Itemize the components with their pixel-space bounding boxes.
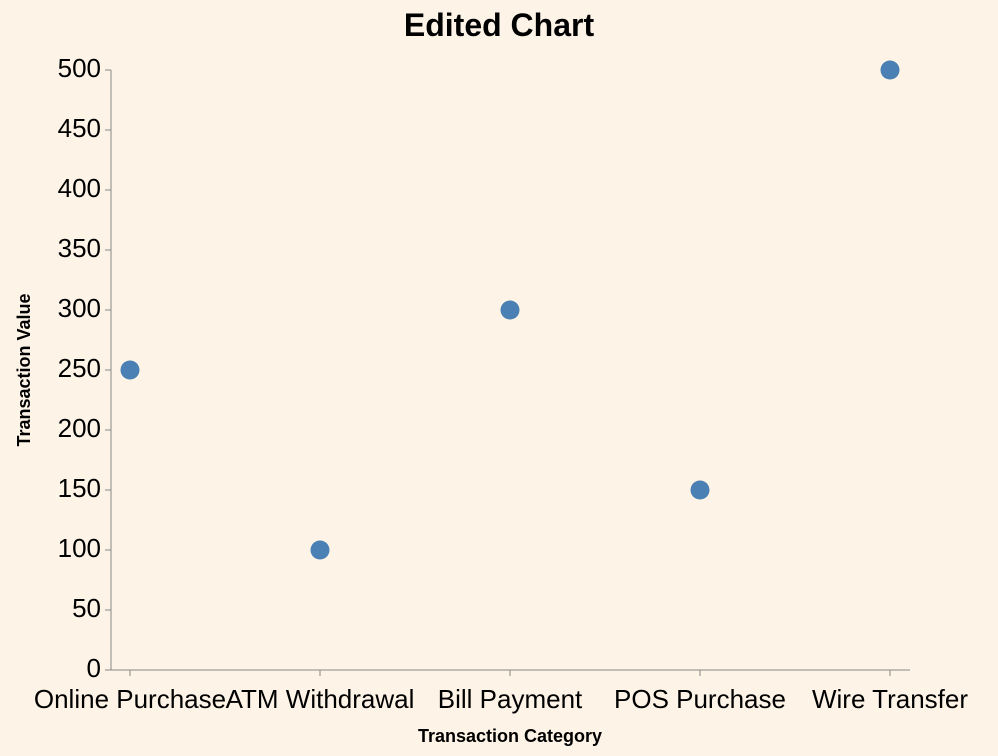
y-axis-label: Transaction Value	[14, 293, 34, 446]
y-tick-label: 450	[58, 113, 101, 143]
data-point	[690, 480, 710, 500]
y-tick-label: 50	[72, 593, 101, 623]
x-tick-label: POS Purchase	[614, 684, 786, 714]
y-tick-label: 350	[58, 233, 101, 263]
chart-title: Edited Chart	[404, 7, 595, 43]
data-point	[500, 300, 520, 320]
data-points	[120, 60, 900, 560]
data-point	[120, 360, 140, 380]
x-axis-label: Transaction Category	[418, 726, 602, 746]
y-tick-label: 0	[87, 653, 101, 683]
x-tick-label: ATM Withdrawal	[226, 684, 415, 714]
y-tick-label: 400	[58, 173, 101, 203]
x-tick-label: Bill Payment	[438, 684, 583, 714]
y-tick-label: 200	[58, 413, 101, 443]
x-tick-label: Wire Transfer	[812, 684, 968, 714]
y-axis: 0 50 100 150 200 250 300 350 400 450 500	[58, 53, 112, 683]
y-tick-label: 250	[58, 353, 101, 383]
data-point	[310, 540, 330, 560]
y-tick-label: 150	[58, 473, 101, 503]
y-tick-label: 300	[58, 293, 101, 323]
x-tick-label: Online Purchase	[34, 684, 226, 714]
x-axis: Online Purchase ATM Withdrawal Bill Paymen…	[34, 669, 968, 714]
data-point	[880, 60, 900, 80]
y-tick-label: 500	[58, 53, 101, 83]
y-tick-label: 100	[58, 533, 101, 563]
